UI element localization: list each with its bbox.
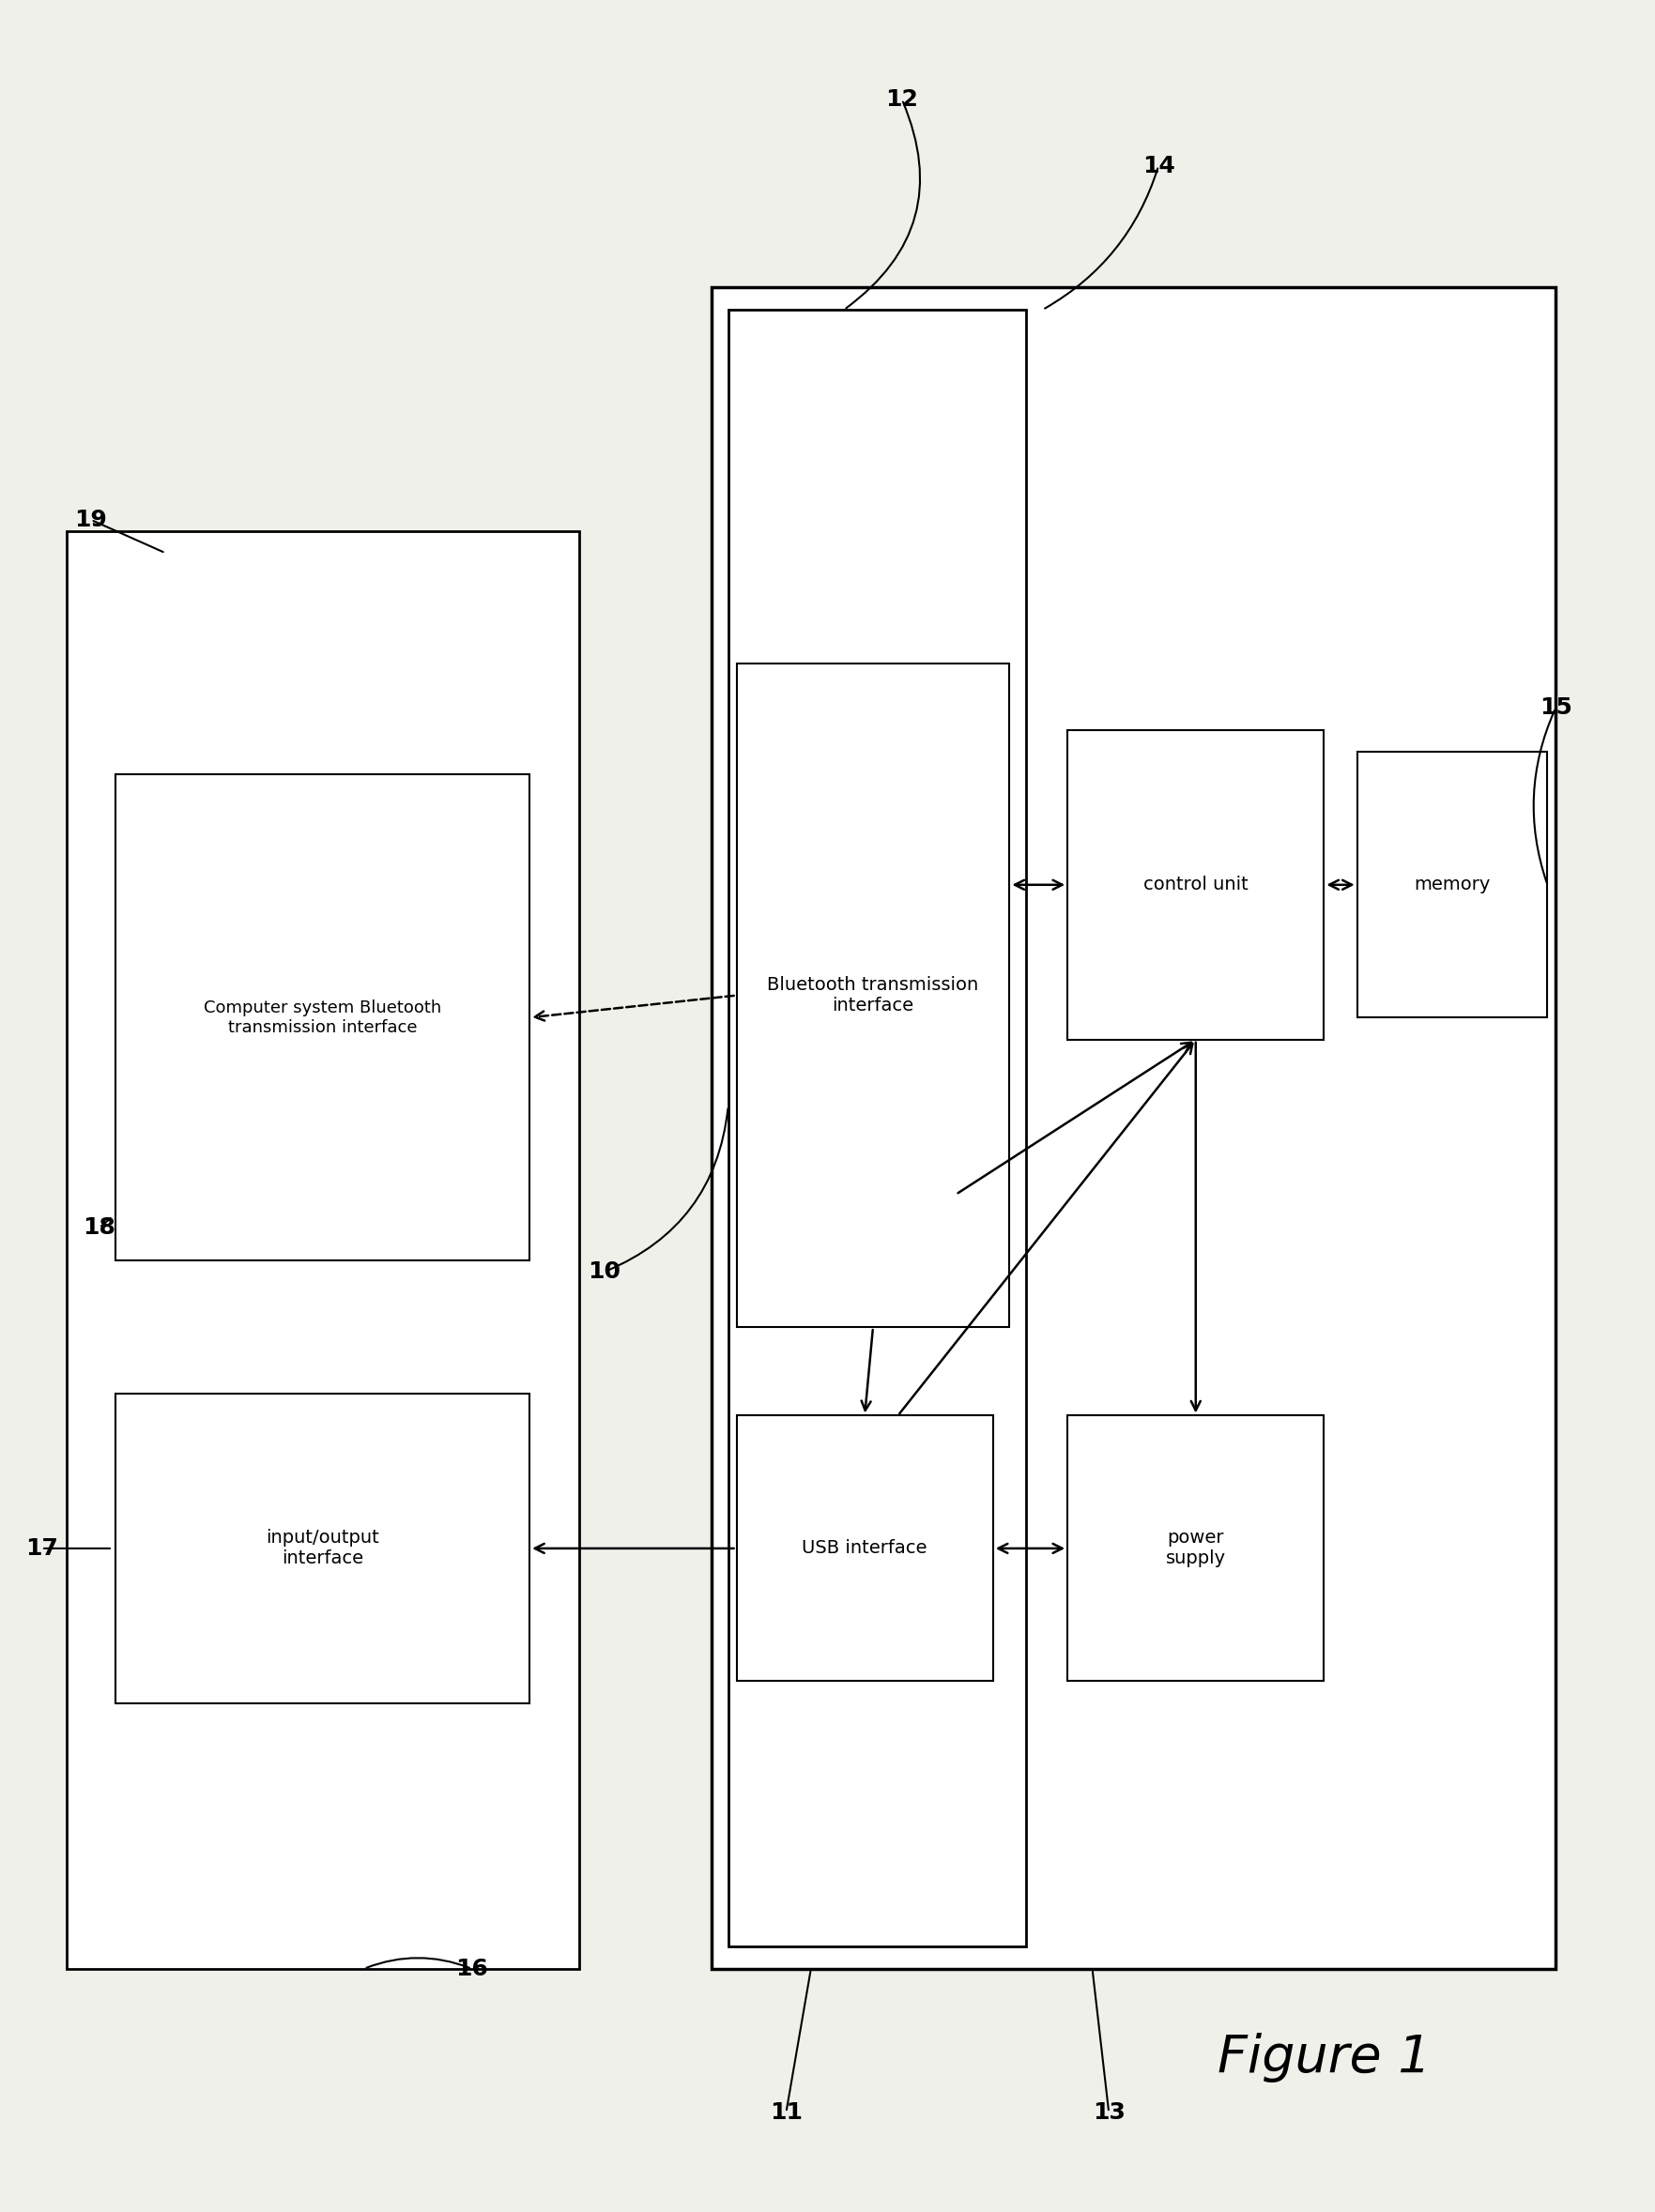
Bar [116,1394,530,1703]
Bar [736,1416,993,1681]
Text: 15: 15 [1539,697,1572,719]
Text: 18: 18 [83,1217,116,1239]
Text: 12: 12 [885,88,919,111]
Text: control unit: control unit [1144,876,1248,894]
Text: 11: 11 [770,2101,803,2124]
Text: 14: 14 [1142,155,1175,177]
Text: Bluetooth transmission
interface: Bluetooth transmission interface [768,975,978,1015]
Text: Figure 1: Figure 1 [1216,2033,1432,2081]
Text: USB interface: USB interface [803,1540,927,1557]
Bar [712,288,1556,1969]
Text: 10: 10 [588,1261,621,1283]
Text: memory: memory [1413,876,1491,894]
Text: 13: 13 [1092,2101,1125,2124]
Text: Computer system Bluetooth
transmission interface: Computer system Bluetooth transmission i… [204,1000,442,1035]
Bar [1357,752,1547,1018]
Bar [736,664,1010,1327]
Text: 17: 17 [25,1537,58,1559]
Bar [728,310,1026,1947]
Bar [66,531,579,1969]
Bar [1067,1416,1324,1681]
Bar [1067,730,1324,1040]
Bar [116,774,530,1261]
Text: power
supply: power supply [1165,1528,1226,1568]
Text: 16: 16 [455,1958,488,1980]
Text: input/output
interface: input/output interface [266,1528,379,1568]
Text: 19: 19 [74,509,108,531]
